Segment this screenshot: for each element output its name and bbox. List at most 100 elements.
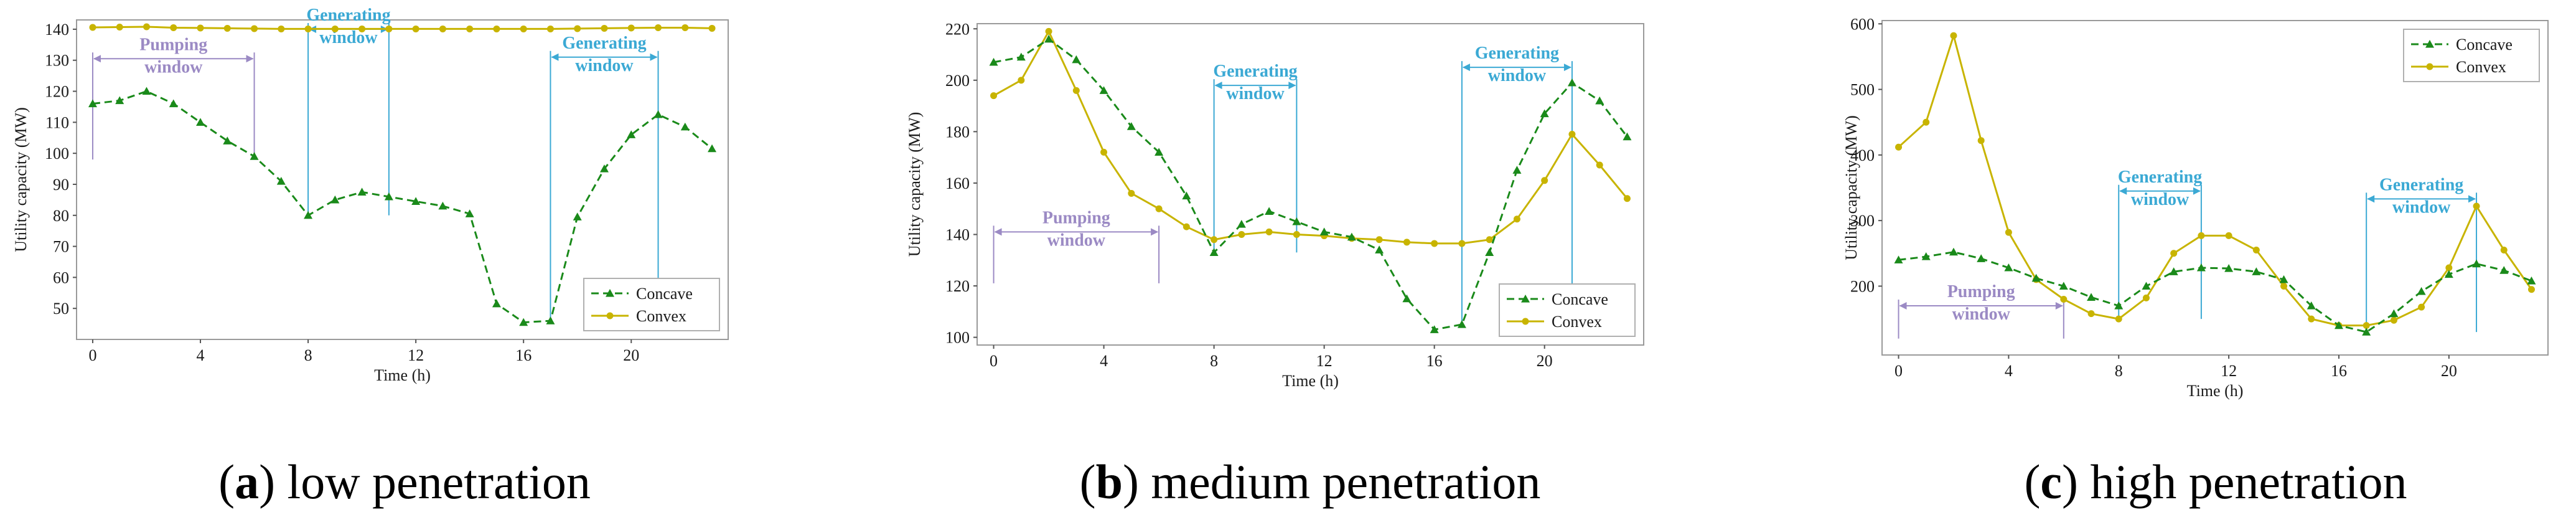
y-tick-label: 140 — [45, 21, 69, 39]
data-point-concave — [2252, 267, 2261, 275]
data-point-convex — [990, 92, 998, 100]
data-point-concave — [1126, 122, 1136, 130]
y-tick-label: 70 — [53, 238, 69, 256]
y-tick-label: 500 — [1850, 81, 1875, 99]
data-point-convex — [655, 24, 662, 31]
legend-label: Concave — [636, 285, 693, 303]
data-point-convex — [1458, 240, 1466, 247]
legend-marker — [606, 289, 614, 297]
data-point-convex — [1045, 27, 1052, 35]
window-label: window — [1488, 66, 1547, 85]
data-point-concave — [384, 192, 393, 201]
window-label: Pumping — [139, 35, 207, 54]
arrowhead-left — [2367, 195, 2375, 203]
arrowhead-left — [1214, 82, 1222, 90]
data-point-concave — [438, 201, 447, 210]
legend-label: Concave — [1552, 290, 1608, 308]
data-point-convex — [2390, 316, 2397, 324]
data-point-convex — [627, 24, 635, 32]
legend-box — [1499, 283, 1636, 337]
arrowhead-left — [2119, 187, 2127, 195]
y-tick-label: 220 — [945, 20, 970, 38]
arrowhead-right — [1151, 228, 1159, 236]
y-tick-label: 100 — [945, 329, 970, 347]
data-point-concave — [2307, 301, 2316, 310]
data-point-convex — [1541, 177, 1548, 184]
legend-label: Concave — [2456, 35, 2513, 54]
data-point-convex — [1128, 189, 1135, 197]
window-label: Generating — [2379, 175, 2463, 194]
plot-frame — [76, 19, 729, 340]
y-tick-label: 600 — [1850, 15, 1875, 33]
data-point-concave — [989, 57, 998, 66]
window-label: window — [319, 28, 378, 47]
data-point-convex — [1513, 215, 1520, 223]
x-axis-label: Time (h) — [1282, 372, 1339, 390]
arrowhead-right — [650, 53, 658, 61]
y-tick-label: 110 — [45, 113, 69, 131]
data-point-convex — [1431, 240, 1438, 247]
y-tick-label: 200 — [945, 72, 970, 90]
data-point-convex — [412, 25, 419, 32]
legend-label: Convex — [2456, 58, 2506, 76]
series-line-concave — [92, 90, 713, 324]
data-point-convex — [1950, 32, 1957, 39]
legend-marker — [2426, 63, 2433, 70]
data-point-concave — [627, 130, 636, 138]
panel-caption: (c) high penetration — [2024, 455, 2407, 509]
x-tick-label: 16 — [1426, 352, 1443, 370]
data-point-convex — [331, 25, 339, 32]
data-point-convex — [304, 25, 312, 32]
data-point-convex — [251, 25, 258, 32]
x-tick-label: 4 — [2005, 362, 2013, 380]
data-point-convex — [520, 25, 527, 32]
data-point-concave — [599, 164, 609, 173]
data-point-convex — [197, 24, 204, 32]
y-tick-label: 160 — [945, 174, 970, 192]
data-point-convex — [1568, 131, 1576, 138]
data-point-concave — [1099, 86, 1108, 94]
data-point-convex — [2060, 296, 2068, 303]
arrowhead-right — [2055, 302, 2063, 310]
window-label: window — [2392, 197, 2451, 217]
chart-a-low-penetration: 50 60 70 80 90 100 110 120 130 140 0 4 8 12 16 20 Time (… — [12, 6, 729, 509]
data-point-concave — [1044, 34, 1054, 43]
series-line-convex — [993, 29, 1628, 245]
data-point-convex — [1265, 228, 1273, 235]
data-point-convex — [2115, 315, 2122, 323]
x-tick-label: 8 — [1210, 352, 1218, 370]
legend: Concave Convex — [583, 278, 720, 331]
x-tick-label: 20 — [2441, 362, 2457, 380]
data-point-convex — [2473, 202, 2480, 210]
x-tick-label: 0 — [1895, 362, 1903, 380]
data-point-convex — [2198, 232, 2205, 239]
panel-caption: (a) low penetration — [218, 455, 591, 509]
data-point-convex — [2005, 229, 2012, 236]
y-tick-label: 90 — [53, 176, 69, 194]
x-axis-label: Time (h) — [374, 366, 431, 384]
data-point-convex — [385, 25, 393, 32]
window-label: window — [1226, 84, 1285, 103]
y-tick-label: 200 — [1850, 277, 1875, 295]
data-point-convex — [439, 25, 446, 32]
data-point-concave — [2527, 277, 2536, 285]
data-point-convex — [1623, 195, 1631, 202]
data-point-convex — [358, 25, 366, 32]
legend-marker — [2425, 40, 2434, 48]
y-tick-label: 60 — [53, 268, 69, 286]
arrowhead-right — [1563, 64, 1571, 72]
data-point-concave — [1977, 254, 1986, 262]
data-point-concave — [492, 299, 501, 308]
data-point-concave — [2444, 270, 2453, 278]
data-point-concave — [1457, 319, 1466, 328]
arrowhead-left — [1462, 64, 1470, 72]
data-point-concave — [1623, 132, 1632, 141]
series-line-convex — [92, 26, 713, 30]
x-tick-label: 16 — [2331, 362, 2347, 380]
y-tick-label: 80 — [53, 207, 69, 225]
data-point-concave — [330, 195, 340, 204]
data-point-concave — [1072, 55, 1081, 64]
plot-frame — [1881, 20, 2549, 356]
data-point-convex — [278, 25, 285, 32]
x-tick-label: 8 — [304, 346, 312, 364]
